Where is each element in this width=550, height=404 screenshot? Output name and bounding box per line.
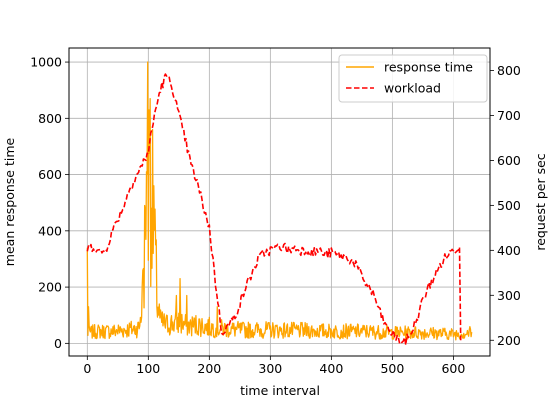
- series-response-time-line: [86, 61, 473, 341]
- y-tick-label-left: 800: [38, 111, 62, 126]
- legend-box: [338, 54, 488, 103]
- x-tick-label: 0: [83, 361, 91, 376]
- x-tick-label: 400: [319, 361, 343, 376]
- x-tick-label: 300: [258, 361, 282, 376]
- y-tick-label-left: 600: [38, 167, 62, 182]
- plot-area: [86, 61, 473, 346]
- y-tick-label-right: 600: [497, 153, 521, 168]
- axes: 0 100 200 300 400 500 600 0 200 400 600 800 1000 200 3…: [30, 55, 521, 376]
- y-axis-label-right: request per sec: [533, 153, 548, 250]
- x-axis-label: time interval: [240, 383, 320, 398]
- y-tick-label-right: 500: [497, 198, 521, 213]
- y-tick-label-right: 700: [497, 108, 521, 123]
- legend: response time workload: [338, 54, 488, 103]
- legend-label-response-time: response time: [384, 60, 473, 75]
- y-tick-label-left: 400: [38, 223, 62, 238]
- y-tick-label-right: 400: [497, 243, 521, 258]
- y-tick-label-right: 300: [497, 288, 521, 303]
- y-tick-label-left: 1000: [30, 55, 62, 70]
- y-tick-label-right: 200: [497, 333, 521, 348]
- plot-frame: [68, 47, 491, 357]
- x-tick-label: 100: [136, 361, 160, 376]
- x-tick-label: 500: [380, 361, 404, 376]
- x-tick-label: 600: [441, 361, 465, 376]
- legend-label-workload: workload: [384, 81, 441, 96]
- x-tick-label: 200: [197, 361, 221, 376]
- series-workload-line: [86, 73, 462, 346]
- y-tick-label-left: 0: [54, 336, 62, 351]
- y-tick-label-left: 200: [38, 280, 62, 295]
- y-tick-label-right: 800: [497, 63, 521, 78]
- y-axis-label-left: mean response time: [2, 137, 17, 266]
